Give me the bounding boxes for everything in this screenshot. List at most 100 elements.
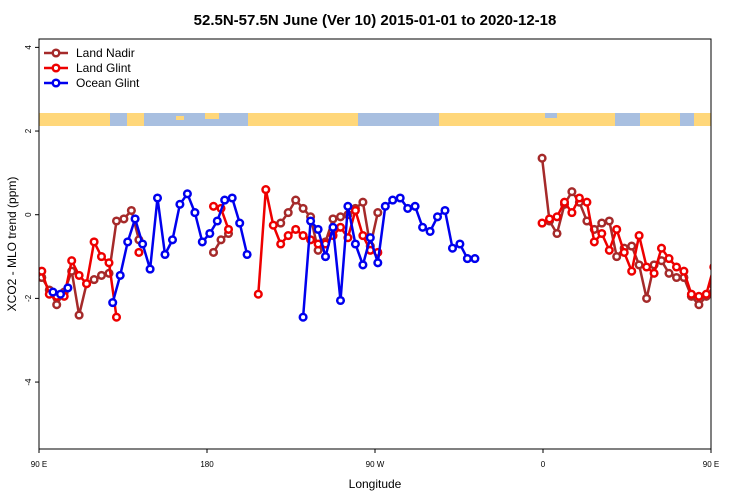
data-point	[552, 212, 562, 222]
data-point	[744, 239, 750, 246]
data-point	[597, 218, 607, 228]
land-mask-band	[39, 113, 711, 126]
data-point	[253, 289, 263, 299]
land-band-segment	[640, 113, 680, 126]
data-point	[733, 276, 740, 283]
data-point	[455, 239, 465, 249]
data-point	[190, 208, 200, 218]
data-point	[291, 195, 301, 205]
y-axis-label: XCO2 - MLO trend (ppm)	[5, 177, 19, 312]
x-tick-label: 90 W	[366, 460, 385, 469]
data-point	[740, 272, 747, 279]
data-point	[358, 197, 368, 207]
data-point	[395, 193, 405, 203]
data-point	[380, 201, 390, 211]
data-point	[52, 300, 62, 310]
data-point	[306, 216, 316, 226]
data-point	[130, 214, 140, 224]
data-point	[462, 254, 472, 264]
data-point	[567, 187, 577, 197]
data-point	[627, 266, 637, 276]
series-line	[540, 158, 711, 307]
data-point	[39, 266, 47, 276]
data-point	[63, 283, 73, 293]
x-tick-label: 90 E	[703, 460, 719, 469]
data-point	[597, 228, 607, 239]
data-point	[298, 312, 308, 322]
data-point	[388, 195, 398, 205]
data-point	[714, 285, 721, 292]
data-point	[664, 268, 674, 278]
data-point	[242, 249, 252, 260]
data-point	[350, 239, 360, 249]
data-point	[729, 299, 736, 306]
data-point	[604, 245, 614, 255]
data-point	[544, 214, 555, 224]
data-point	[216, 235, 226, 245]
legend-item: Land Glint	[44, 61, 131, 75]
data-point	[671, 262, 682, 272]
data-point	[160, 249, 170, 260]
data-point	[115, 270, 125, 280]
legend-item: Land Nadir	[44, 46, 135, 60]
data-point	[208, 201, 219, 211]
data-point	[283, 231, 293, 241]
series-layer	[39, 153, 750, 322]
land-band-segment	[176, 116, 184, 120]
data-point	[574, 193, 584, 203]
y-tick-label: 0	[24, 212, 33, 217]
data-point	[634, 231, 644, 241]
data-point	[373, 208, 383, 218]
data-point	[679, 266, 689, 276]
data-point	[718, 312, 725, 319]
data-point	[119, 214, 129, 224]
data-point	[134, 247, 144, 257]
data-point	[722, 278, 729, 285]
data-point	[725, 276, 732, 283]
data-point	[725, 278, 732, 285]
data-point	[350, 205, 360, 216]
y-tick-label: 4	[24, 45, 33, 50]
data-point	[298, 231, 308, 241]
data-point	[649, 268, 659, 278]
legend-label: Land Glint	[76, 61, 131, 75]
data-point	[612, 224, 622, 234]
y-tick-label: -4	[24, 378, 33, 386]
land-band-segment	[205, 113, 219, 119]
y-tick-label: 2	[24, 128, 33, 133]
data-point	[425, 226, 435, 236]
x-tick-label: 0	[541, 460, 546, 469]
data-point	[619, 247, 629, 257]
legend-label: Ocean Glint	[76, 76, 140, 90]
data-point	[55, 289, 66, 299]
land-band-segment	[694, 113, 711, 126]
data-point	[403, 203, 413, 213]
series-line	[718, 198, 750, 303]
data-point	[111, 216, 122, 226]
data-point	[167, 235, 178, 245]
data-point	[235, 218, 245, 228]
data-point	[138, 239, 148, 249]
data-point	[537, 218, 547, 228]
data-point	[89, 275, 99, 285]
data-point	[82, 279, 92, 289]
data-point	[410, 201, 420, 211]
data-point	[470, 254, 480, 264]
x-tick-label: 90 E	[31, 460, 47, 469]
data-point	[718, 266, 725, 273]
data-point	[175, 199, 185, 209]
data-point	[373, 258, 383, 268]
data-point	[313, 224, 323, 234]
data-point	[152, 193, 163, 203]
x-tick-label: 180	[200, 460, 214, 469]
data-point	[126, 205, 136, 216]
data-point	[96, 270, 107, 280]
data-point	[552, 228, 562, 239]
data-point	[701, 289, 711, 299]
data-point	[612, 252, 622, 262]
data-point	[212, 216, 222, 226]
data-point	[283, 208, 293, 218]
legend-item: Ocean Glint	[44, 76, 140, 90]
